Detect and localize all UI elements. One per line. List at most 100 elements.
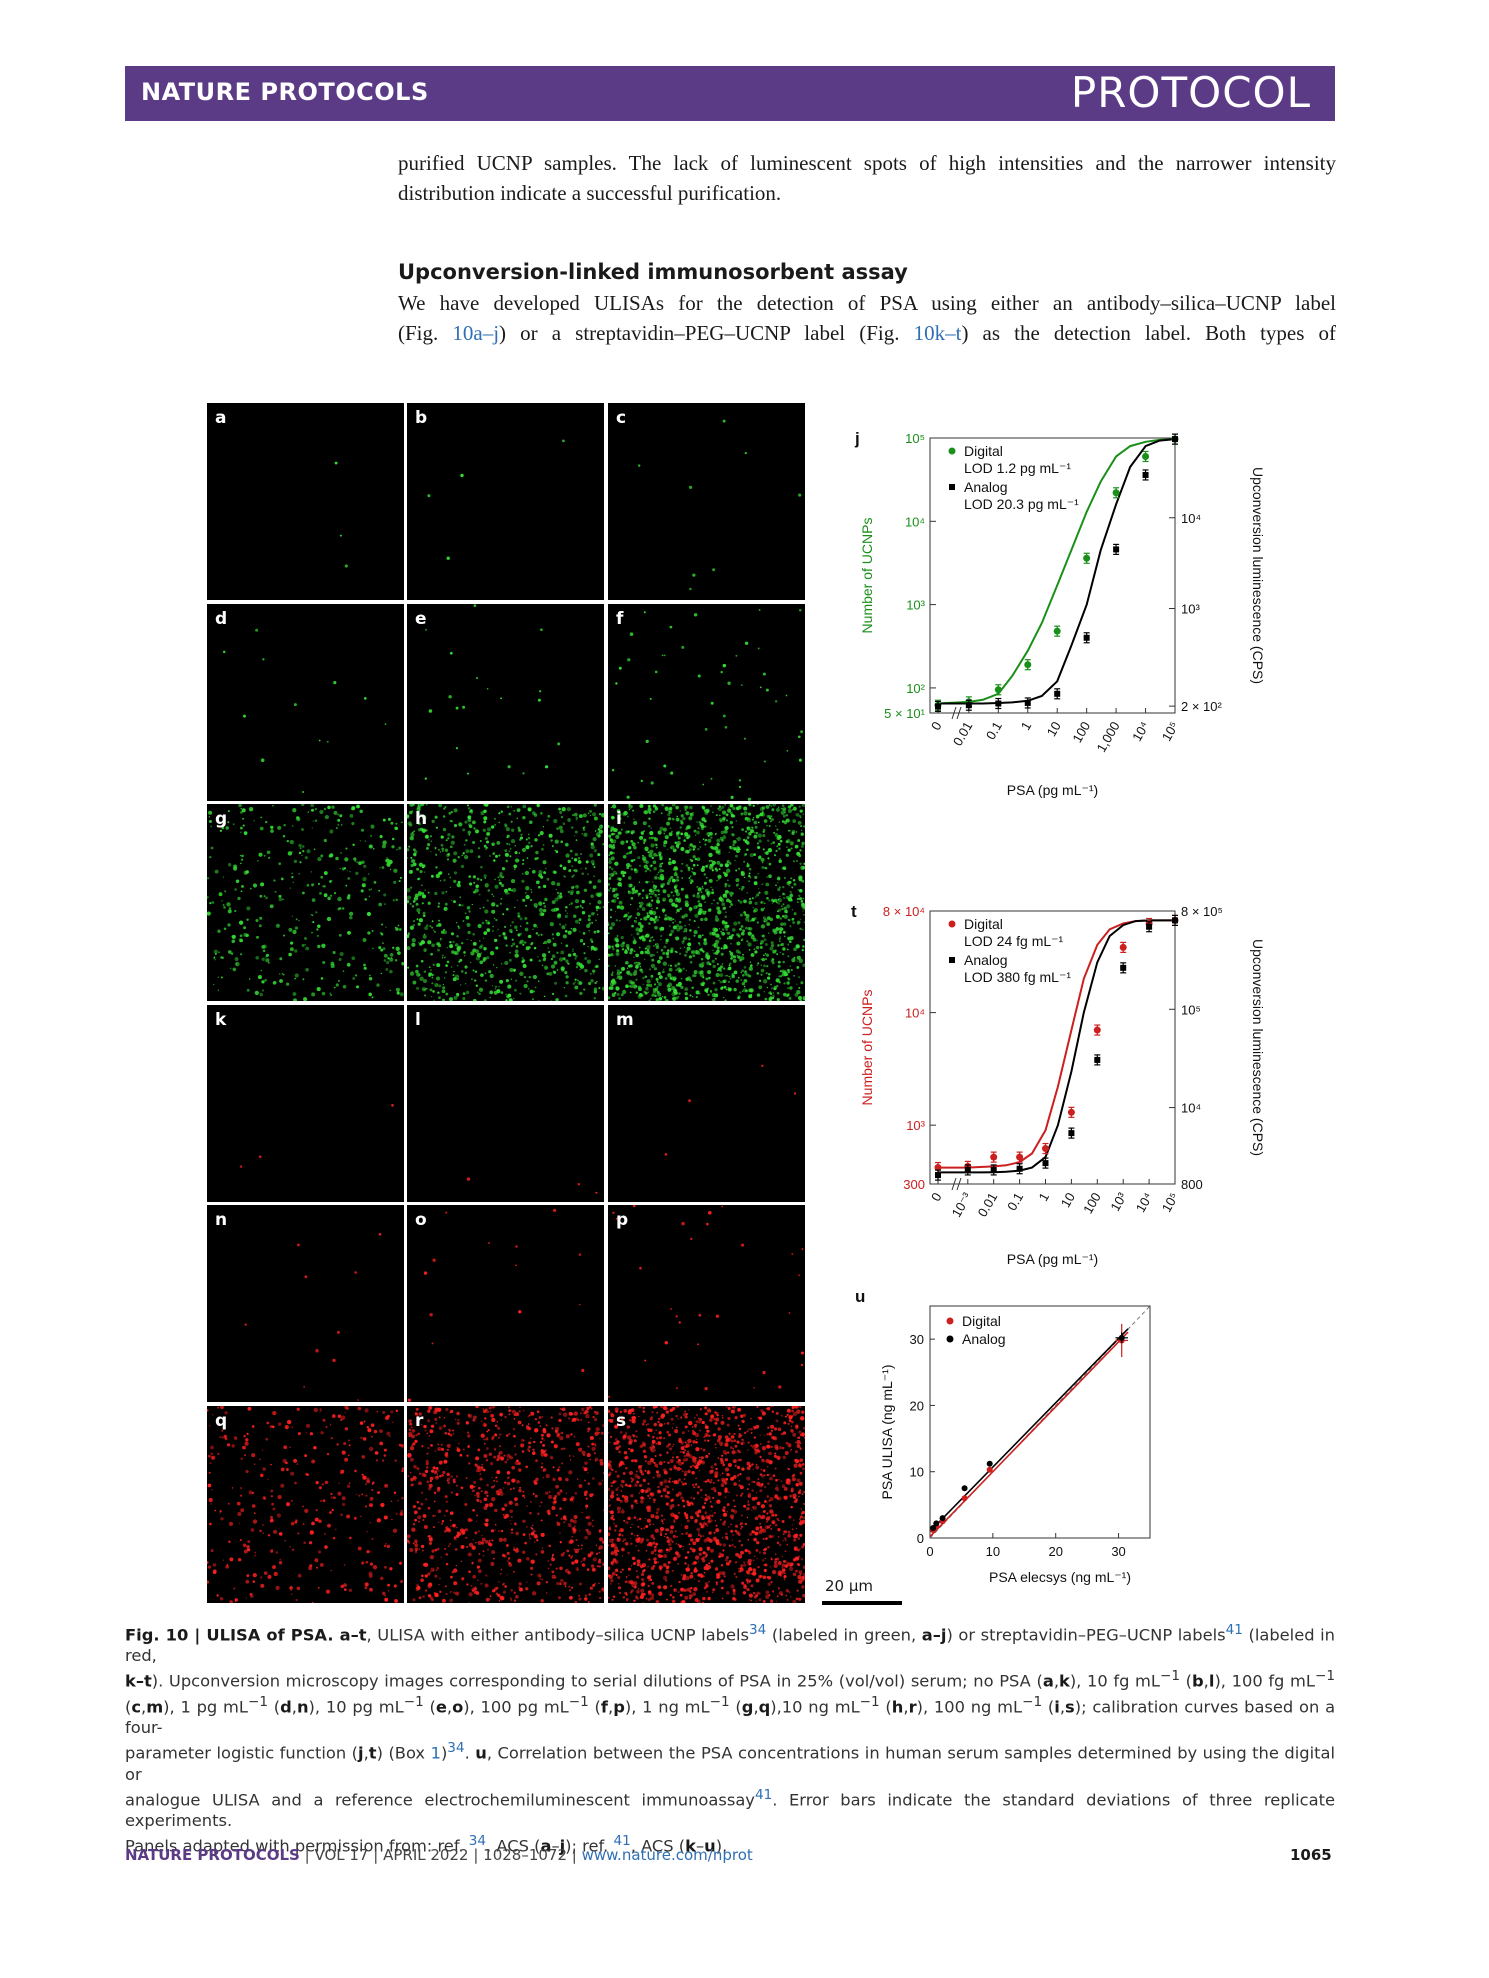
fluorescent-spot bbox=[560, 1462, 564, 1465]
fluorescent-spot bbox=[695, 1440, 698, 1444]
fluorescent-spot bbox=[713, 1418, 716, 1421]
fluorescent-spot bbox=[494, 878, 496, 881]
fluorescent-spot bbox=[799, 999, 803, 1001]
fluorescent-spot bbox=[776, 828, 779, 831]
fluorescent-spot bbox=[423, 933, 426, 935]
fluorescent-spot bbox=[478, 1486, 481, 1490]
fluorescent-spot bbox=[212, 1414, 214, 1416]
micrograph-panel-p: p bbox=[608, 1205, 805, 1402]
fluorescent-spot bbox=[762, 1551, 767, 1555]
fluorescent-spot bbox=[296, 1463, 298, 1465]
fluorescent-spot bbox=[648, 892, 651, 895]
fluorescent-spot bbox=[721, 928, 725, 931]
fluorescent-spot bbox=[449, 944, 454, 949]
fluorescent-spot bbox=[495, 1476, 498, 1479]
fluorescent-spot bbox=[568, 1585, 570, 1588]
fluorescent-spot bbox=[246, 1545, 250, 1549]
fluorescent-spot bbox=[750, 1599, 752, 1602]
fluorescent-spot bbox=[228, 1540, 231, 1543]
fluorescent-spot bbox=[676, 846, 680, 849]
fluorescent-spot bbox=[799, 1458, 804, 1463]
figure-link-10a-j[interactable]: 10a–j bbox=[452, 321, 500, 345]
fluorescent-spot bbox=[717, 874, 722, 879]
fluorescent-spot bbox=[803, 938, 805, 942]
fluorescent-spot bbox=[639, 1470, 643, 1474]
fluorescent-spot bbox=[563, 1551, 565, 1554]
fluorescent-spot bbox=[707, 838, 712, 843]
fluorescent-spot bbox=[592, 1557, 597, 1562]
fluorescent-spot bbox=[649, 869, 652, 872]
fluorescent-spot bbox=[207, 1483, 212, 1488]
fluorescent-spot bbox=[748, 874, 751, 878]
fluorescent-spot bbox=[621, 1547, 625, 1552]
fluorescent-spot bbox=[560, 816, 564, 819]
fluorescent-spot bbox=[291, 1426, 293, 1429]
fluorescent-spot bbox=[499, 874, 503, 878]
fluorescent-spot bbox=[690, 950, 695, 955]
section-line-2-text-a: (Fig. bbox=[398, 321, 453, 345]
fluorescent-spot bbox=[594, 1583, 597, 1585]
fluorescent-spot bbox=[274, 890, 277, 894]
fluorescent-spot bbox=[514, 1412, 520, 1417]
fluorescent-spot bbox=[305, 1423, 311, 1429]
fluorescent-spot bbox=[649, 895, 653, 899]
fluorescent-spot bbox=[407, 895, 412, 900]
fluorescent-spot bbox=[638, 892, 641, 896]
fluorescent-spot bbox=[586, 959, 592, 964]
fluorescent-spot bbox=[700, 947, 703, 950]
fluorescent-spot bbox=[500, 883, 505, 888]
fluorescent-spot bbox=[424, 1469, 429, 1474]
fluorescent-spot bbox=[309, 1432, 314, 1436]
fluorescent-spot bbox=[763, 991, 765, 993]
fluorescent-spot bbox=[546, 1433, 551, 1438]
fluorescent-spot bbox=[409, 804, 414, 807]
fluorescent-spot bbox=[483, 946, 487, 951]
fluorescent-spot bbox=[556, 951, 559, 954]
fluorescent-spot bbox=[552, 937, 554, 940]
panel-label: a bbox=[215, 408, 227, 428]
panel-label: m bbox=[616, 1010, 634, 1030]
fluorescent-spot bbox=[380, 1502, 385, 1508]
fluorescent-spot bbox=[657, 871, 660, 874]
fluorescent-spot bbox=[653, 983, 657, 986]
fluorescent-spot bbox=[573, 858, 578, 862]
fluorescent-spot bbox=[616, 905, 621, 909]
fluorescent-spot bbox=[727, 1406, 731, 1411]
fluorescent-spot bbox=[675, 1426, 678, 1429]
fluorescent-spot bbox=[748, 966, 753, 971]
fluorescent-spot bbox=[308, 1541, 313, 1545]
fluorescent-spot bbox=[756, 993, 761, 997]
fluorescent-spot bbox=[368, 974, 371, 977]
fluorescent-spot bbox=[476, 877, 480, 881]
fluorescent-spot bbox=[669, 827, 672, 830]
fluorescent-spot bbox=[775, 849, 778, 853]
fluorescent-spot bbox=[686, 943, 689, 946]
fluorescent-spot bbox=[456, 1448, 461, 1452]
fluorescent-spot bbox=[770, 1445, 773, 1449]
fluorescent-spot bbox=[257, 975, 262, 980]
fluorescent-spot bbox=[422, 914, 426, 917]
fluorescent-spot bbox=[783, 810, 787, 814]
fluorescent-spot bbox=[739, 805, 742, 808]
fluorescent-spot bbox=[509, 924, 512, 927]
fluorescent-spot bbox=[732, 958, 737, 963]
fluorescent-spot bbox=[317, 924, 321, 928]
fluorescent-spot bbox=[510, 931, 513, 934]
fluorescent-spot bbox=[512, 1478, 516, 1483]
figure-link-10k-t[interactable]: 10k–t bbox=[913, 321, 962, 345]
fluorescent-spot bbox=[629, 1537, 632, 1540]
fluorescent-spot bbox=[757, 845, 761, 850]
fluorescent-spot bbox=[567, 890, 571, 894]
fluorescent-spot bbox=[448, 1542, 452, 1546]
fluorescent-spot bbox=[476, 953, 482, 958]
fluorescent-spot bbox=[529, 1511, 532, 1515]
fluorescent-spot bbox=[708, 1514, 712, 1517]
fluorescent-spot bbox=[758, 839, 762, 843]
fluorescent-spot bbox=[680, 887, 684, 891]
fluorescent-spot bbox=[611, 1482, 614, 1484]
fluorescent-spot bbox=[686, 1457, 688, 1460]
fluorescent-spot bbox=[775, 978, 780, 983]
fluorescent-spot bbox=[351, 956, 356, 961]
fluorescent-spot bbox=[709, 1418, 713, 1422]
fluorescent-spot bbox=[790, 1596, 792, 1598]
